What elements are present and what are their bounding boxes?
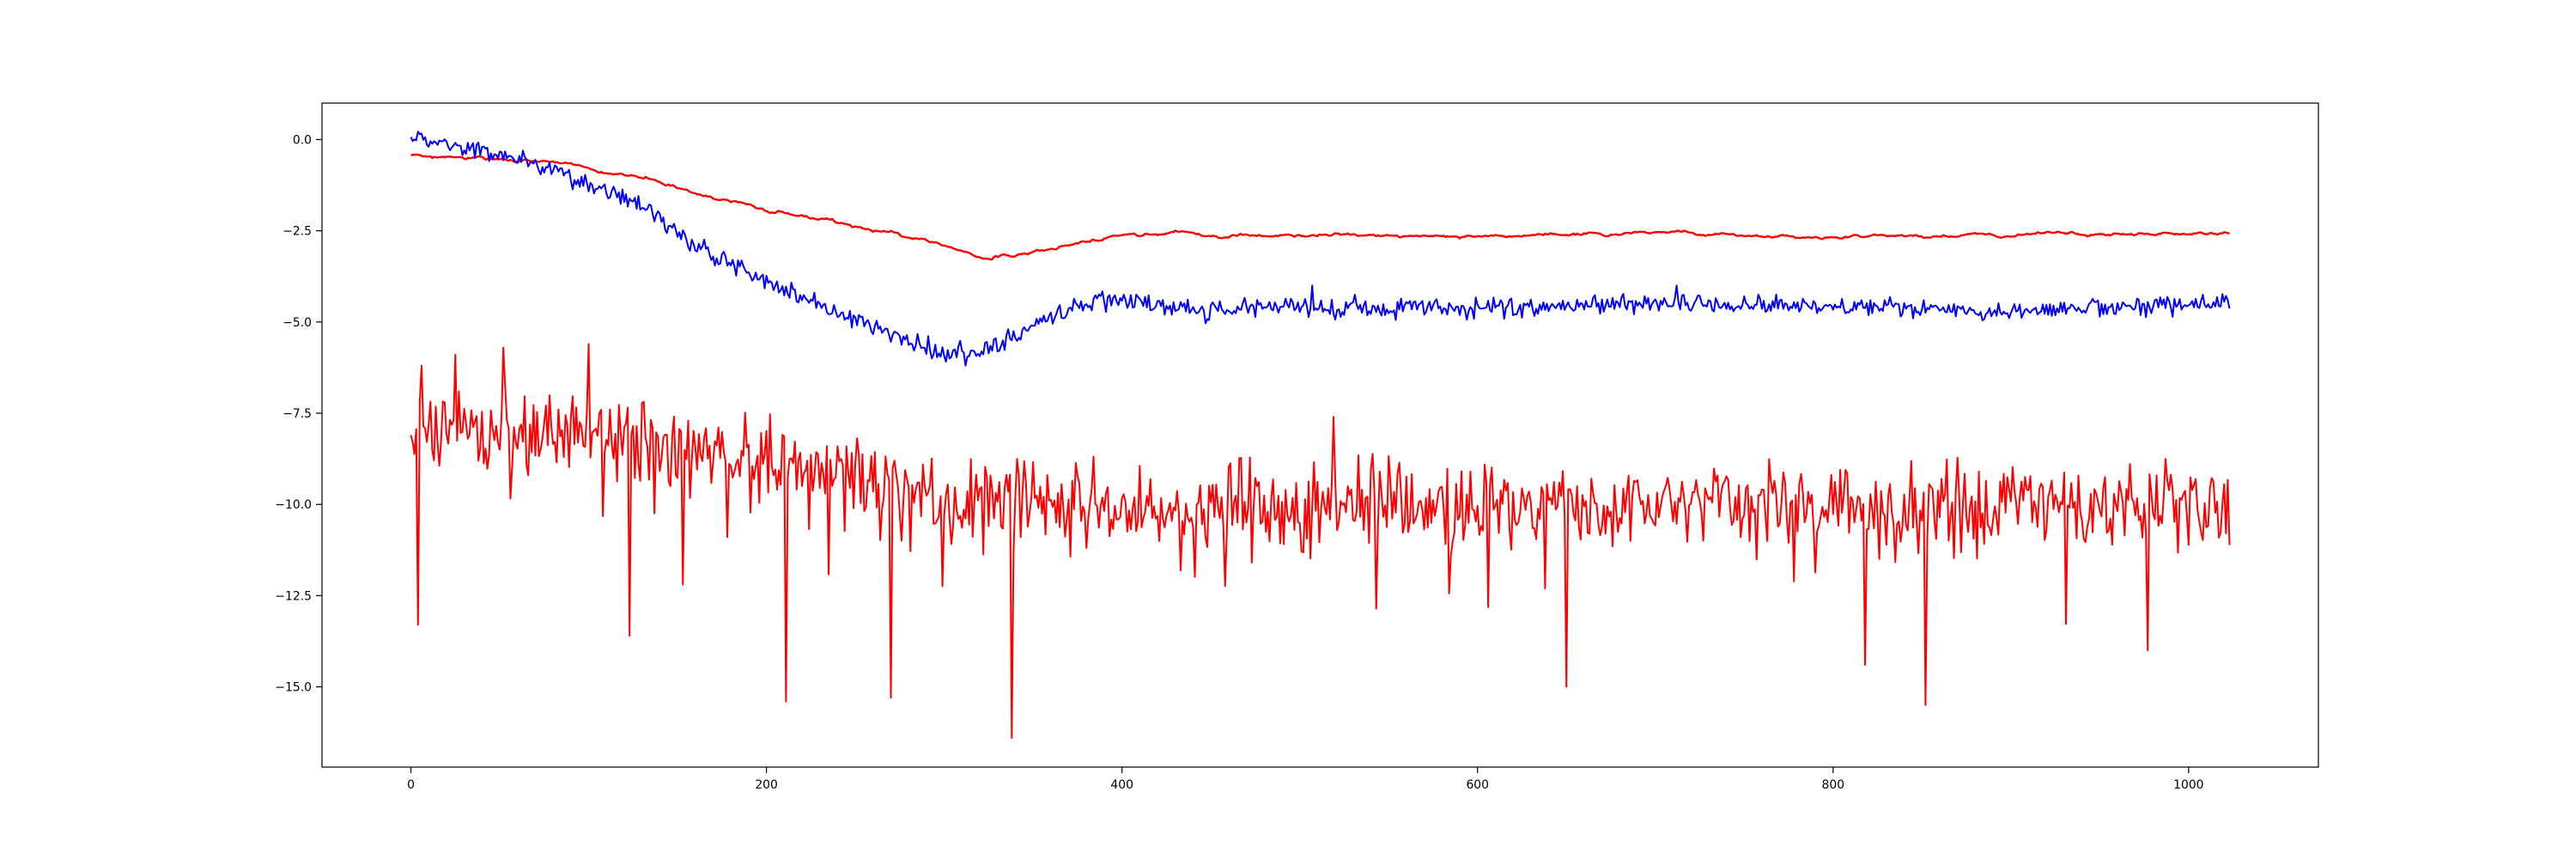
x-tick-label: 600 [1466, 778, 1489, 792]
series-line-3 [410, 343, 2231, 740]
y-tick-label: 0.0 [293, 133, 312, 147]
series-lines [410, 131, 2231, 740]
series-line-1 [410, 153, 2230, 261]
y-tick-label: −12.5 [275, 589, 312, 603]
y-tick-label: −7.5 [283, 407, 312, 421]
series-line-2 [410, 131, 2231, 367]
x-tick-label: 800 [1822, 778, 1845, 792]
x-tick-label: 200 [755, 778, 778, 792]
y-tick-label: −10.0 [275, 498, 312, 512]
y-tick-label: −2.5 [283, 225, 312, 239]
y-axis: 0.0 −2.5 −5.0 −7.5 −10.0 −12.5 −15.0 [275, 133, 322, 695]
plot-area-frame [321, 102, 2319, 768]
x-tick-label: 1000 [2173, 778, 2203, 792]
x-tick-label: 0 [407, 778, 415, 792]
y-tick-label: −5.0 [283, 316, 312, 330]
y-tick-label: −15.0 [275, 681, 312, 695]
x-tick-label: 400 [1110, 778, 1133, 792]
x-axis: 0 200 400 600 800 1000 [407, 767, 2204, 792]
